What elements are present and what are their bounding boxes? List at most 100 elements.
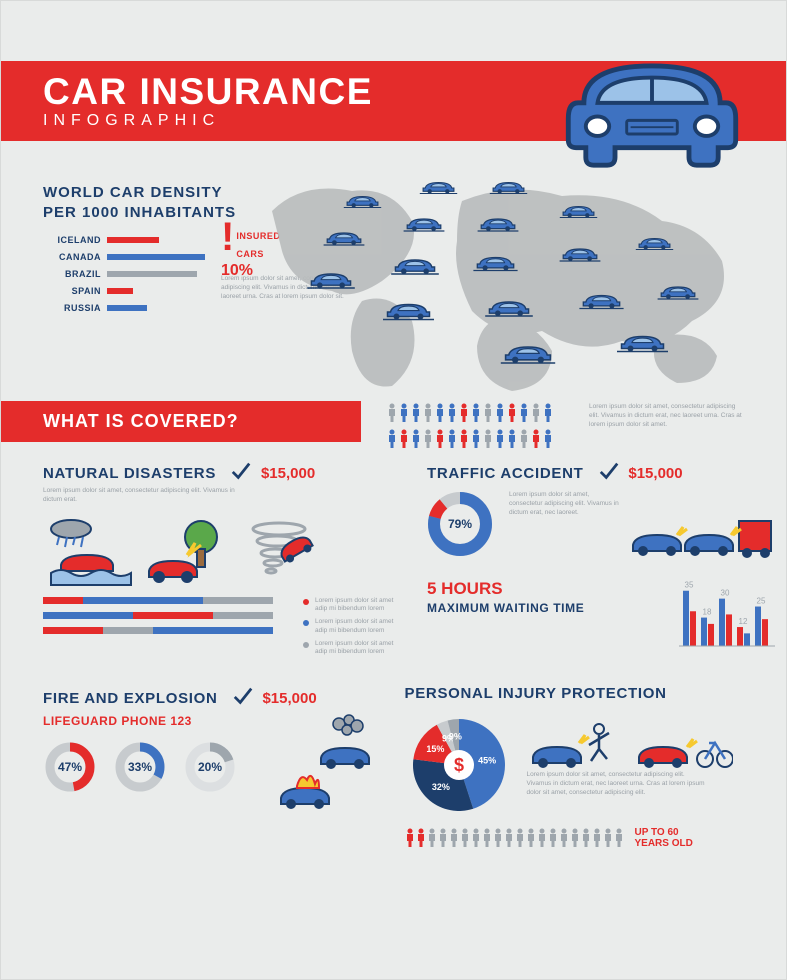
person-icon xyxy=(581,828,591,848)
person-icon xyxy=(459,429,469,449)
person-icon xyxy=(543,403,553,423)
natural-title: NATURAL DISASTERS xyxy=(43,465,216,482)
svg-text:79%: 79% xyxy=(448,517,472,531)
person-icon xyxy=(507,429,517,449)
page-subtitle: INFOGRAPHIC xyxy=(43,112,373,130)
person-icon xyxy=(537,828,547,848)
world-density-section: WORLD CAR DENSITYPER 1000 INHABITANTS IC… xyxy=(1,171,786,401)
fire-donuts: 47% 33% 20% xyxy=(43,740,247,794)
hero-car-icon xyxy=(554,25,750,171)
maxwait-label: MAXIMUM WAITING TIME xyxy=(427,601,584,615)
person-icon xyxy=(447,403,457,423)
person-icon xyxy=(411,429,421,449)
pip-title: PERSONAL INJURY PROTECTION xyxy=(405,685,667,702)
natural-amount: $15,000 xyxy=(261,465,315,482)
density-bar xyxy=(107,271,197,277)
person-icon xyxy=(483,429,493,449)
bullet-item: Lorem ipsum dolor sit amet adip mi biben… xyxy=(303,640,405,658)
density-bar xyxy=(107,288,133,294)
person-icon xyxy=(543,429,553,449)
person-icon xyxy=(423,429,433,449)
density-bar xyxy=(107,254,205,260)
fire-donut: 47% xyxy=(43,740,97,794)
svg-text:12: 12 xyxy=(739,617,748,626)
stacked-bar xyxy=(43,612,273,619)
person-icon xyxy=(416,828,426,848)
bullet-item: Lorem ipsum dolor sit amet adip mi biben… xyxy=(303,618,405,636)
density-bar-chart: ICELANDCANADABRAZILSPAINRUSSIA xyxy=(43,234,213,315)
svg-text:15%: 15% xyxy=(426,744,444,754)
svg-text:9%: 9% xyxy=(448,732,461,742)
stacked-bar xyxy=(43,597,273,604)
fire-donut: 33% xyxy=(113,740,167,794)
fire-explosion-section: FIRE AND EXPLOSION $15,000 LIFEGUARD PHO… xyxy=(43,685,383,849)
personal-injury-section: PERSONAL INJURY PROTECTION 45%32%15%9%9%… xyxy=(405,685,745,849)
svg-text:45%: 45% xyxy=(478,756,496,766)
person-icon xyxy=(483,403,493,423)
people-lorem-text: Lorem ipsum dolor sit amet, consectetur … xyxy=(589,403,747,429)
person-icon xyxy=(435,429,445,449)
person-icon xyxy=(495,403,505,423)
person-icon xyxy=(471,828,481,848)
traffic-lorem: Lorem ipsum dolor sit amet, consectetur … xyxy=(509,491,619,517)
density-bar xyxy=(107,305,147,311)
natural-disasters-section: NATURAL DISASTERS $15,000 Lorem ipsum do… xyxy=(43,460,405,661)
person-icon xyxy=(531,403,541,423)
person-icon xyxy=(399,403,409,423)
stacked-bars xyxy=(43,597,273,642)
person-icon xyxy=(471,429,481,449)
person-icon xyxy=(526,828,536,848)
pip-lorem: Lorem ipsum dolor sit amet, consectetur … xyxy=(527,771,707,797)
person-icon xyxy=(435,403,445,423)
svg-text:32%: 32% xyxy=(431,782,449,792)
person-icon xyxy=(519,403,529,423)
check-icon xyxy=(598,460,620,482)
covered-strip: WHAT IS COVERED? xyxy=(1,401,361,442)
svg-text:30: 30 xyxy=(721,589,730,598)
svg-text:18: 18 xyxy=(703,608,712,617)
maxwait-value: 5 HOURS xyxy=(427,579,503,598)
fire-donut: 20% xyxy=(183,740,237,794)
svg-text:$: $ xyxy=(453,755,463,775)
person-icon xyxy=(399,429,409,449)
map-car-icon xyxy=(420,183,457,194)
person-icon xyxy=(459,403,469,423)
person-icon xyxy=(507,403,517,423)
age-text: UP TO 60YEARS OLD xyxy=(635,827,693,849)
svg-text:47%: 47% xyxy=(58,760,82,774)
country-label: BRAZIL xyxy=(43,269,101,279)
traffic-title: TRAFFIC ACCIDENT xyxy=(427,465,583,482)
svg-text:33%: 33% xyxy=(128,760,152,774)
person-icon xyxy=(471,403,481,423)
person-icon xyxy=(531,429,541,449)
header: CAR INSURANCE INFOGRAPHIC xyxy=(1,1,786,171)
person-icon xyxy=(515,828,525,848)
check-icon xyxy=(230,460,252,482)
person-icon xyxy=(411,403,421,423)
svg-text:35: 35 xyxy=(685,581,694,590)
traffic-amount: $15,000 xyxy=(628,465,682,482)
person-icon xyxy=(387,429,397,449)
traffic-donut: 79% xyxy=(427,491,493,557)
person-icon xyxy=(548,828,558,848)
person-icon xyxy=(519,429,529,449)
person-icon xyxy=(387,403,397,423)
person-icon xyxy=(423,403,433,423)
fire-cars-icon xyxy=(263,714,383,814)
infographic-page: CAR INSURANCE INFOGRAPHIC WORLD CAR DENS… xyxy=(0,0,787,980)
tornado-icon xyxy=(235,515,325,587)
bike-crash-icon xyxy=(633,711,733,771)
country-label: ICELAND xyxy=(43,235,101,245)
pedestrian-hit-icon xyxy=(527,711,627,771)
tree-fall-icon xyxy=(139,515,229,587)
density-bar xyxy=(107,237,159,243)
person-icon xyxy=(447,429,457,449)
person-icon xyxy=(570,828,580,848)
exclamation-icon: ! xyxy=(221,226,234,248)
lifeguard-text: LIFEGUARD PHONE 123 xyxy=(43,714,247,728)
svg-text:25: 25 xyxy=(757,597,766,606)
flood-icon xyxy=(43,515,133,587)
bullet-item: Lorem ipsum dolor sit amet adip mi biben… xyxy=(303,597,405,615)
coverage-sections: NATURAL DISASTERS $15,000 Lorem ipsum do… xyxy=(1,442,786,873)
fire-title: FIRE AND EXPLOSION xyxy=(43,690,218,707)
